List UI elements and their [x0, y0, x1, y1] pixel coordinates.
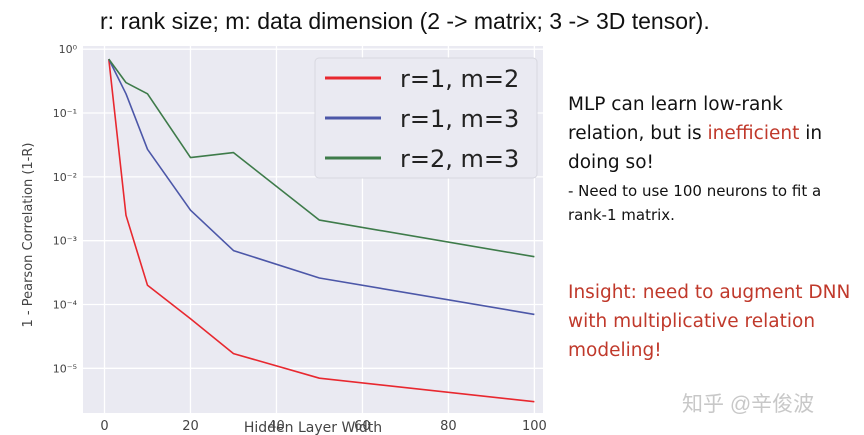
series-line-1	[108, 59, 535, 403]
x-tick-label: 0	[100, 419, 108, 434]
mlp-note-start: MLP can learn low-rank relation, but is	[568, 94, 783, 144]
y-tick-label: 10⁻³	[53, 235, 77, 248]
legend: r=1, m=2 r=1, m=3 r=2, m=3	[314, 57, 538, 179]
tick-layer: 0 20 40 60 80 100 10⁰ 10⁻¹ 10⁻² 10⁻³ 10⁻⁴ 10⁻⁵	[53, 43, 547, 434]
x-tick-label: 100	[522, 419, 547, 434]
legend-label: r=2, m=3	[400, 145, 519, 173]
watermark: 知乎 @辛俊波	[682, 393, 815, 416]
x-tick-label: 80	[440, 419, 457, 434]
x-tick-label: 60	[354, 419, 371, 434]
y-tick-label: 10⁻¹	[53, 107, 77, 120]
insight-note: Insight: need to augment DNN with multip…	[568, 282, 851, 361]
legend-box	[314, 57, 538, 179]
x-tick-label: 40	[268, 419, 285, 434]
slide-title: r: rank size; m: data dimension (2 -> ma…	[100, 8, 710, 34]
y-tick-label: 10⁻²	[53, 171, 77, 184]
y-axis-label: 1 - Pearson Correlation (1-R)	[21, 143, 36, 328]
series-line-2	[108, 58, 535, 316]
notes-panel: MLP can learn low-rank relation, but is …	[568, 90, 858, 227]
mlp-note: MLP can learn low-rank relation, but is …	[568, 90, 858, 177]
y-tick-label: 10⁻⁴	[53, 298, 78, 311]
y-tick-label: 10⁰	[59, 43, 78, 56]
legend-label: r=1, m=2	[400, 65, 519, 93]
inefficient-highlight: inefficient	[707, 123, 800, 144]
neurons-note: - Need to use 100 neurons to fit a rank-…	[568, 182, 822, 224]
x-tick-label: 20	[182, 419, 199, 434]
x-axis-label: Hidden Layer Width	[244, 420, 382, 435]
y-tick-label: 10⁻⁵	[53, 362, 77, 375]
mlp-note-end: in doing so!	[568, 123, 823, 173]
series-line-3	[108, 58, 535, 258]
series-layer	[108, 58, 535, 403]
legend-label: r=1, m=3	[400, 105, 519, 133]
